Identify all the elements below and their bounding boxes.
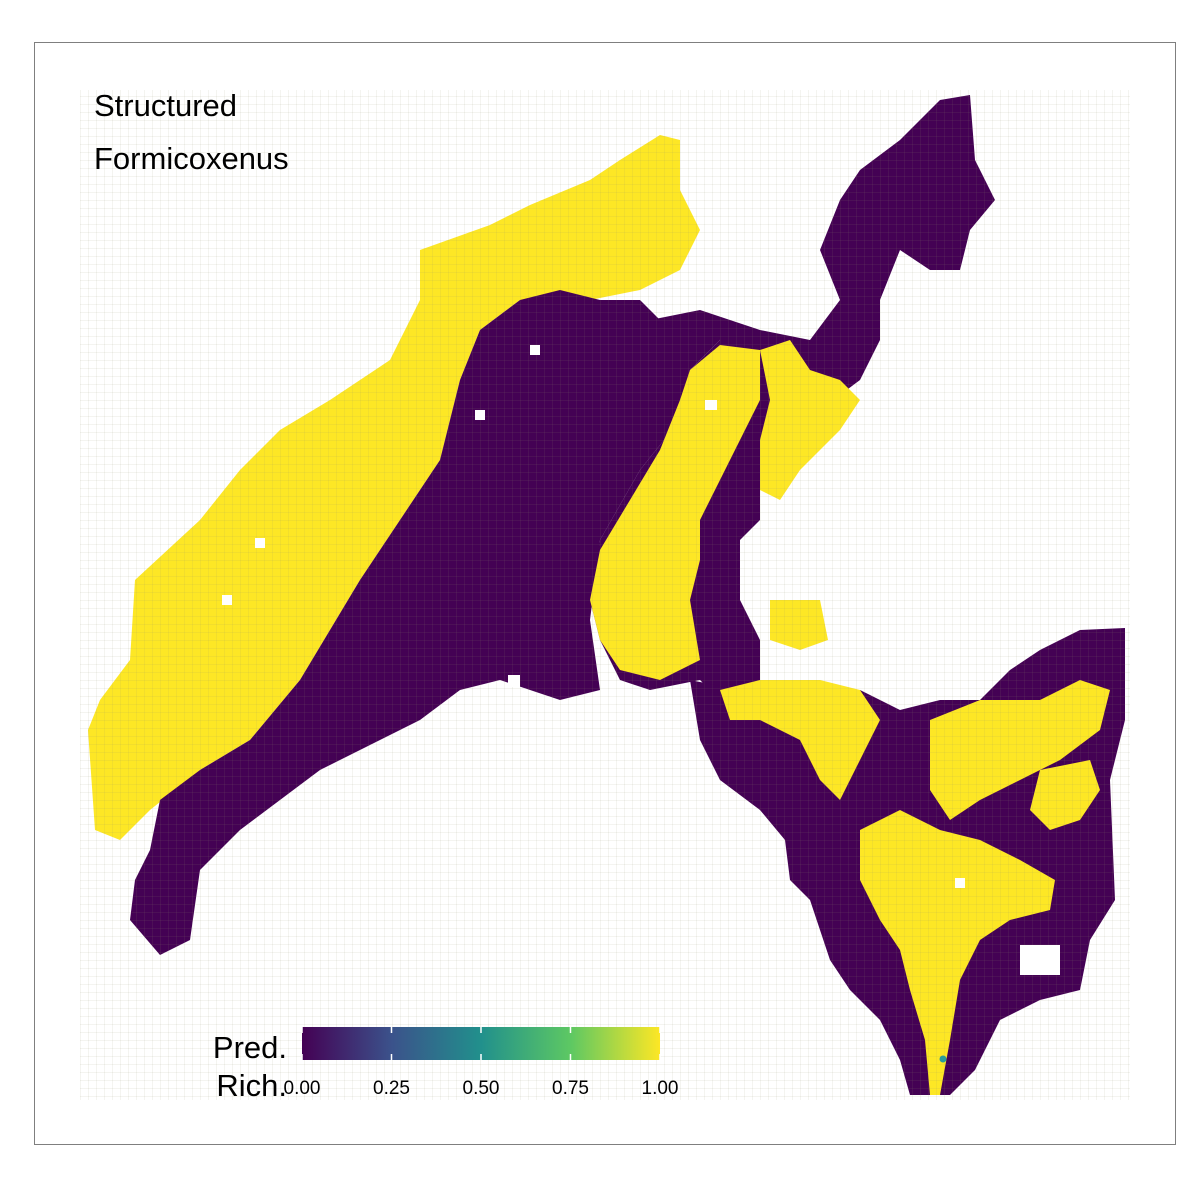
no-data-cell [222, 595, 232, 605]
no-data-cell [530, 345, 540, 355]
legend-tick-label: 0.25 [373, 1078, 410, 1099]
legend-tick-label: 0.00 [283, 1078, 321, 1099]
legend-title-line2: Rich. [216, 1068, 287, 1103]
legend-tick-label: 0.50 [462, 1078, 500, 1099]
grid-overlay [80, 90, 1130, 1100]
no-data-cell [955, 878, 965, 888]
no-data-cell [1020, 945, 1060, 975]
no-data-cell [475, 410, 485, 420]
legend-tick-label: 0.75 [552, 1078, 589, 1099]
no-data-cell [705, 400, 717, 410]
legend-title-line1: Pred. [212, 1030, 287, 1065]
map-title-line2: Formicoxenus [94, 141, 289, 176]
no-data-cell [255, 538, 265, 548]
map-title-line1: Structured [94, 88, 238, 123]
no-data-cell [508, 675, 520, 687]
mid-value-point [939, 1055, 947, 1063]
legend-tick-label: 1.00 [641, 1078, 679, 1099]
legend-ticks [301, 1027, 661, 1060]
